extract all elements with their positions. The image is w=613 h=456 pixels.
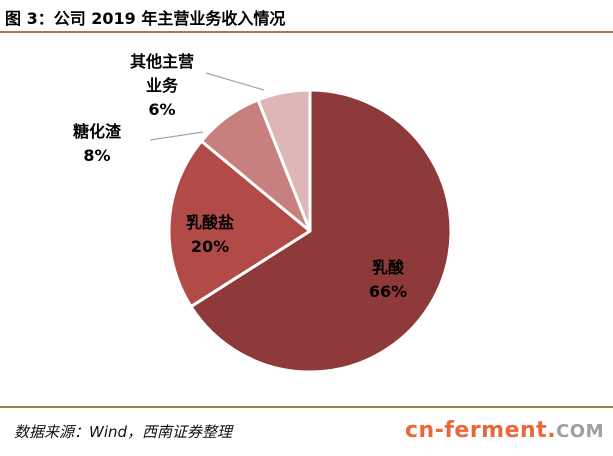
- top-rule: [0, 31, 613, 33]
- slice-percent-3: 6%: [148, 100, 175, 119]
- chart-title: 图 3：公司 2019 年主营业务收入情况: [5, 9, 286, 28]
- slice-label-3: 其他主营业务 6%: [130, 52, 194, 119]
- watermark-logo: cn-ferment.COM: [405, 418, 604, 443]
- slice-percent-2: 8%: [83, 146, 110, 165]
- pie-slice-1: [167, 139, 312, 309]
- slice-name-3: 业务: [146, 76, 179, 95]
- pie-slice-3: [256, 88, 312, 233]
- slice-name-0: 乳酸: [372, 258, 405, 277]
- slice-name-1: 乳酸盐: [186, 213, 234, 232]
- pie-chart: 乳酸 66% 乳酸盐 20% 糖化渣 8% 其他主营业务 6%: [73, 52, 453, 374]
- slice-label-2: 糖化渣 8%: [73, 122, 122, 165]
- slice-percent-0: 66%: [369, 282, 407, 301]
- slice-label-1: 乳酸盐 20%: [186, 213, 234, 256]
- slice-percent-1: 20%: [191, 237, 229, 256]
- watermark-tld: COM: [556, 421, 604, 442]
- source-note: 数据来源：Wind，西南证券整理: [14, 423, 233, 441]
- watermark-main: cn-ferment: [405, 418, 548, 443]
- slice-name-3: 其他主营: [130, 52, 194, 71]
- bottom-rule: [0, 406, 613, 408]
- slice-label-0: 乳酸 66%: [369, 258, 407, 301]
- leader-line-2: [149, 131, 204, 141]
- slice-name-2: 糖化渣: [73, 122, 122, 141]
- pie-slice-0: [189, 88, 453, 374]
- watermark-dot: .: [547, 418, 557, 443]
- leader-line-3: [205, 72, 265, 91]
